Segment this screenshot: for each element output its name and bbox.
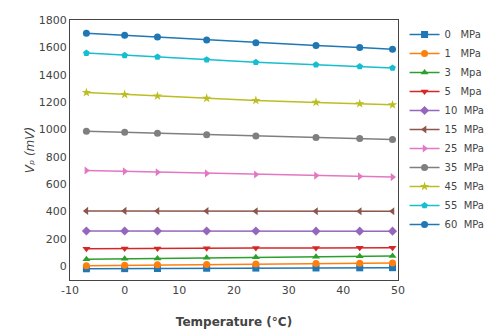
svg-text:10: 10 [172,284,186,297]
svg-text:Vₚ (mV): Vₚ (mV) [23,127,37,173]
svg-text:10 MPa: 10 MPa [445,105,484,116]
svg-text:15 MPa: 15 MPa [445,124,484,135]
svg-text:Temperature (°C): Temperature (°C) [176,315,292,329]
svg-text:30: 30 [282,284,296,297]
svg-text:40: 40 [336,284,350,297]
svg-text:1800: 1800 [39,14,67,27]
svg-text:1400: 1400 [39,69,67,82]
svg-text:0: 0 [121,284,128,297]
svg-text:3 Mpa: 3 Mpa [445,67,482,78]
svg-text:20: 20 [227,284,241,297]
svg-text:45 MPa: 45 MPa [445,181,484,192]
svg-text:1000: 1000 [39,123,67,136]
svg-text:25 MPa: 25 MPa [445,143,484,154]
svg-text:-10: -10 [61,284,79,297]
svg-text:5 Mpa: 5 Mpa [445,86,482,97]
svg-text:0 MPa: 0 MPa [445,29,481,40]
svg-text:1600: 1600 [39,41,67,54]
svg-text:35 MPa: 35 MPa [445,162,484,173]
svg-text:60 MPa: 60 MPa [445,219,484,230]
svg-text:600: 600 [46,178,67,191]
svg-text:800: 800 [46,151,67,164]
svg-text:200: 200 [46,233,67,246]
svg-text:1200: 1200 [39,96,67,109]
svg-text:1 MPa: 1 MPa [445,48,481,59]
svg-text:400: 400 [46,205,67,218]
svg-text:50: 50 [391,284,405,297]
svg-text:55 MPa: 55 MPa [445,200,484,211]
svg-text:0: 0 [60,260,67,273]
